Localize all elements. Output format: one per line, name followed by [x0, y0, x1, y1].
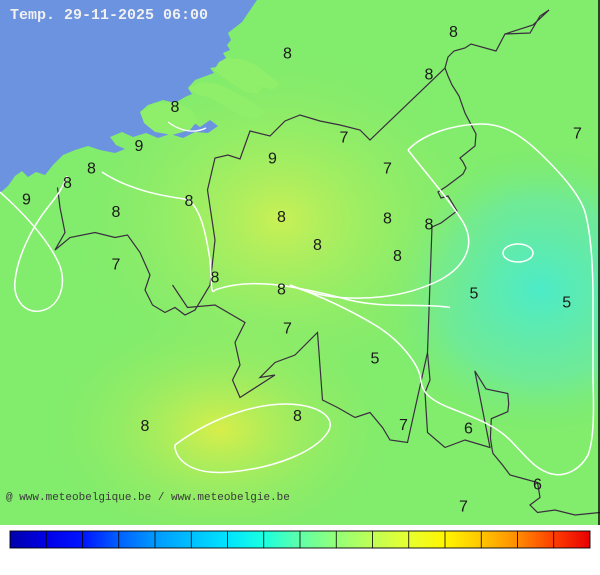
svg-text:8: 8 — [63, 175, 72, 192]
svg-text:7: 7 — [283, 321, 292, 338]
svg-text:5: 5 — [470, 286, 479, 303]
svg-text:8: 8 — [313, 237, 322, 254]
svg-text:Temp. 29-11-2025 06:00: Temp. 29-11-2025 06:00 — [10, 7, 208, 24]
svg-text:8: 8 — [449, 24, 458, 41]
svg-text:8: 8 — [87, 161, 96, 178]
svg-text:9: 9 — [22, 192, 31, 209]
svg-text:7: 7 — [383, 161, 392, 178]
svg-text:8: 8 — [383, 211, 392, 228]
svg-text:8: 8 — [171, 99, 180, 116]
svg-text:7: 7 — [340, 130, 349, 147]
svg-text:7: 7 — [399, 417, 408, 434]
svg-text:9: 9 — [135, 138, 144, 155]
svg-text:8: 8 — [112, 204, 121, 221]
svg-text:7: 7 — [459, 499, 468, 516]
svg-text:@ www.meteobelgique.be / www.m: @ www.meteobelgique.be / www.meteobelgie… — [6, 492, 290, 504]
svg-text:8: 8 — [283, 46, 292, 63]
svg-text:5: 5 — [562, 295, 571, 312]
svg-text:8: 8 — [293, 408, 302, 425]
svg-text:8: 8 — [185, 193, 194, 210]
svg-text:8: 8 — [425, 217, 434, 234]
svg-text:9: 9 — [268, 151, 277, 168]
svg-text:5: 5 — [371, 351, 380, 368]
svg-text:8: 8 — [141, 418, 150, 435]
svg-text:8: 8 — [211, 270, 220, 287]
svg-text:8: 8 — [393, 248, 402, 265]
svg-text:6: 6 — [533, 477, 542, 494]
svg-text:7: 7 — [573, 126, 582, 143]
svg-text:7: 7 — [112, 257, 121, 274]
svg-text:8: 8 — [277, 282, 286, 299]
svg-text:6: 6 — [464, 421, 473, 438]
svg-text:8: 8 — [425, 67, 434, 84]
svg-text:8: 8 — [277, 209, 286, 226]
